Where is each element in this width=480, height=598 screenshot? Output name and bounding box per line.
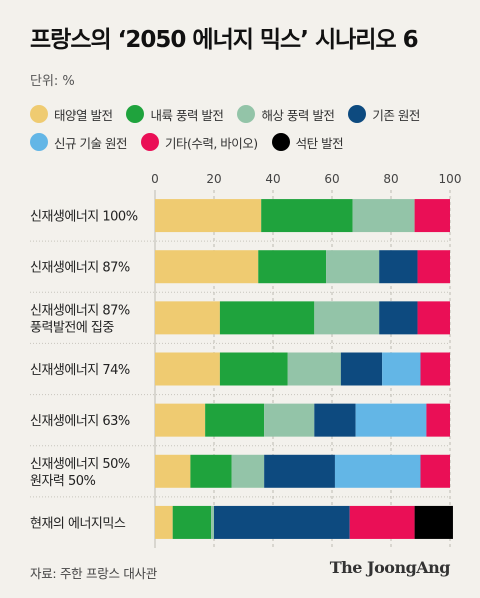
legend-swatch [237, 105, 256, 123]
legend-label: 해상 풍력 발전 [261, 107, 335, 123]
bar-segment [258, 250, 327, 284]
bar-segment [326, 250, 380, 284]
legend-swatch [348, 105, 367, 123]
bar-segment [382, 352, 421, 386]
legend-row: 태양열 발전 내륙 풍력 발전 해상 풍력 발전 기존 원전 [30, 100, 460, 128]
bar-segment [155, 301, 220, 335]
bar-segment [205, 403, 265, 437]
bar-segment [155, 403, 206, 437]
category-label: 원자력 50% [30, 474, 96, 489]
bar-segment [219, 301, 315, 335]
bar-segment [355, 403, 427, 437]
legend-swatch [30, 105, 48, 123]
legend-swatch [30, 133, 48, 151]
x-tick-label: 80 [383, 172, 398, 186]
legend: 태양열 발전 내륙 풍력 발전 해상 풍력 발전 기존 원전 신규 기술 원전 기타(수… [30, 100, 460, 156]
bar-segment [155, 454, 191, 488]
legend-item: 내륙 풍력 발전 [126, 105, 224, 124]
unit-label: 단위: % [30, 74, 75, 89]
bar-segment [349, 505, 415, 539]
bar-segment [426, 403, 450, 437]
category-label: 신재생에너지 50% [30, 457, 130, 472]
bar-segment [420, 352, 450, 386]
legend-swatch [126, 105, 145, 123]
legend-item: 태양열 발전 [30, 105, 113, 124]
legend-item: 해상 풍력 발전 [237, 105, 335, 124]
bar-segment [264, 454, 335, 488]
stacked-bar-chart: 0 20 40 60 80 100 신재생에너지 100% 신재생에너지 87% 신재생에너지 … [30, 172, 462, 548]
bar-segment [417, 250, 450, 284]
bar-segment [211, 505, 214, 539]
category-label: 풍력발전에 집중 [30, 320, 114, 335]
bar-segment [155, 352, 220, 386]
category-label: 신재생에너지 87% [30, 261, 130, 276]
x-tick-label: 0 [151, 172, 159, 186]
legend-label: 신규 기술 원전 [54, 135, 127, 151]
legend-label: 기존 원전 [372, 107, 420, 123]
bar-segment [314, 301, 380, 335]
legend-swatch [140, 133, 159, 151]
legend-item: 기타(수력, 바이오) [140, 133, 258, 152]
bar-segment [314, 403, 356, 437]
bar-segment [414, 199, 450, 233]
bar-segment [190, 454, 232, 488]
x-tick-label: 100 [439, 172, 462, 186]
bar-segment [264, 403, 315, 437]
x-tick-label: 20 [206, 172, 221, 186]
legend-label: 태양열 발전 [54, 107, 113, 123]
legend-item: 기존 원전 [348, 105, 420, 124]
bar-segment [155, 250, 259, 284]
bar-segment [414, 505, 453, 539]
bar-segment [379, 250, 418, 284]
page-title: 프랑스의 ‘2050 에너지 믹스’ 시나리오 6 [30, 27, 419, 53]
legend-item: 신규 기술 원전 [30, 133, 127, 152]
brand-logo: The JoongAng [329, 558, 451, 577]
bar-segment [214, 505, 350, 539]
legend-label: 석탄 발전 [295, 135, 344, 151]
x-tick-label: 60 [324, 172, 339, 186]
bar-segment [219, 352, 288, 386]
category-label: 신재생에너지 87% [30, 303, 130, 318]
bar-segment [334, 454, 421, 488]
category-label: 신재생에너지 100% [30, 210, 138, 225]
bar-segment [352, 199, 415, 233]
bar-segment [340, 352, 383, 386]
bar-segment [155, 199, 262, 233]
legend-row: 신규 기술 원전 기타(수력, 바이오) 석탄 발전 [30, 128, 460, 156]
category-label: 신재생에너지 74% [30, 363, 130, 378]
bar-segment [420, 454, 450, 488]
legend-item: 석탄 발전 [271, 133, 344, 152]
legend-label: 기타(수력, 바이오) [164, 135, 258, 151]
source-note: 자료: 주한 프랑스 대사관 [30, 566, 157, 581]
bar-segment [261, 199, 353, 233]
category-label: 신재생에너지 63% [30, 414, 130, 429]
x-tick-label: 40 [265, 172, 280, 186]
legend-swatch [271, 133, 290, 151]
bar-segment [417, 301, 450, 335]
bar-segment [231, 454, 265, 488]
bar-segment [172, 505, 212, 539]
bar-segment [155, 505, 173, 539]
bar-segment [287, 352, 341, 386]
legend-label: 내륙 풍력 발전 [150, 107, 224, 123]
bar-segment [379, 301, 418, 335]
category-label: 현재의 에너지믹스 [30, 516, 126, 531]
